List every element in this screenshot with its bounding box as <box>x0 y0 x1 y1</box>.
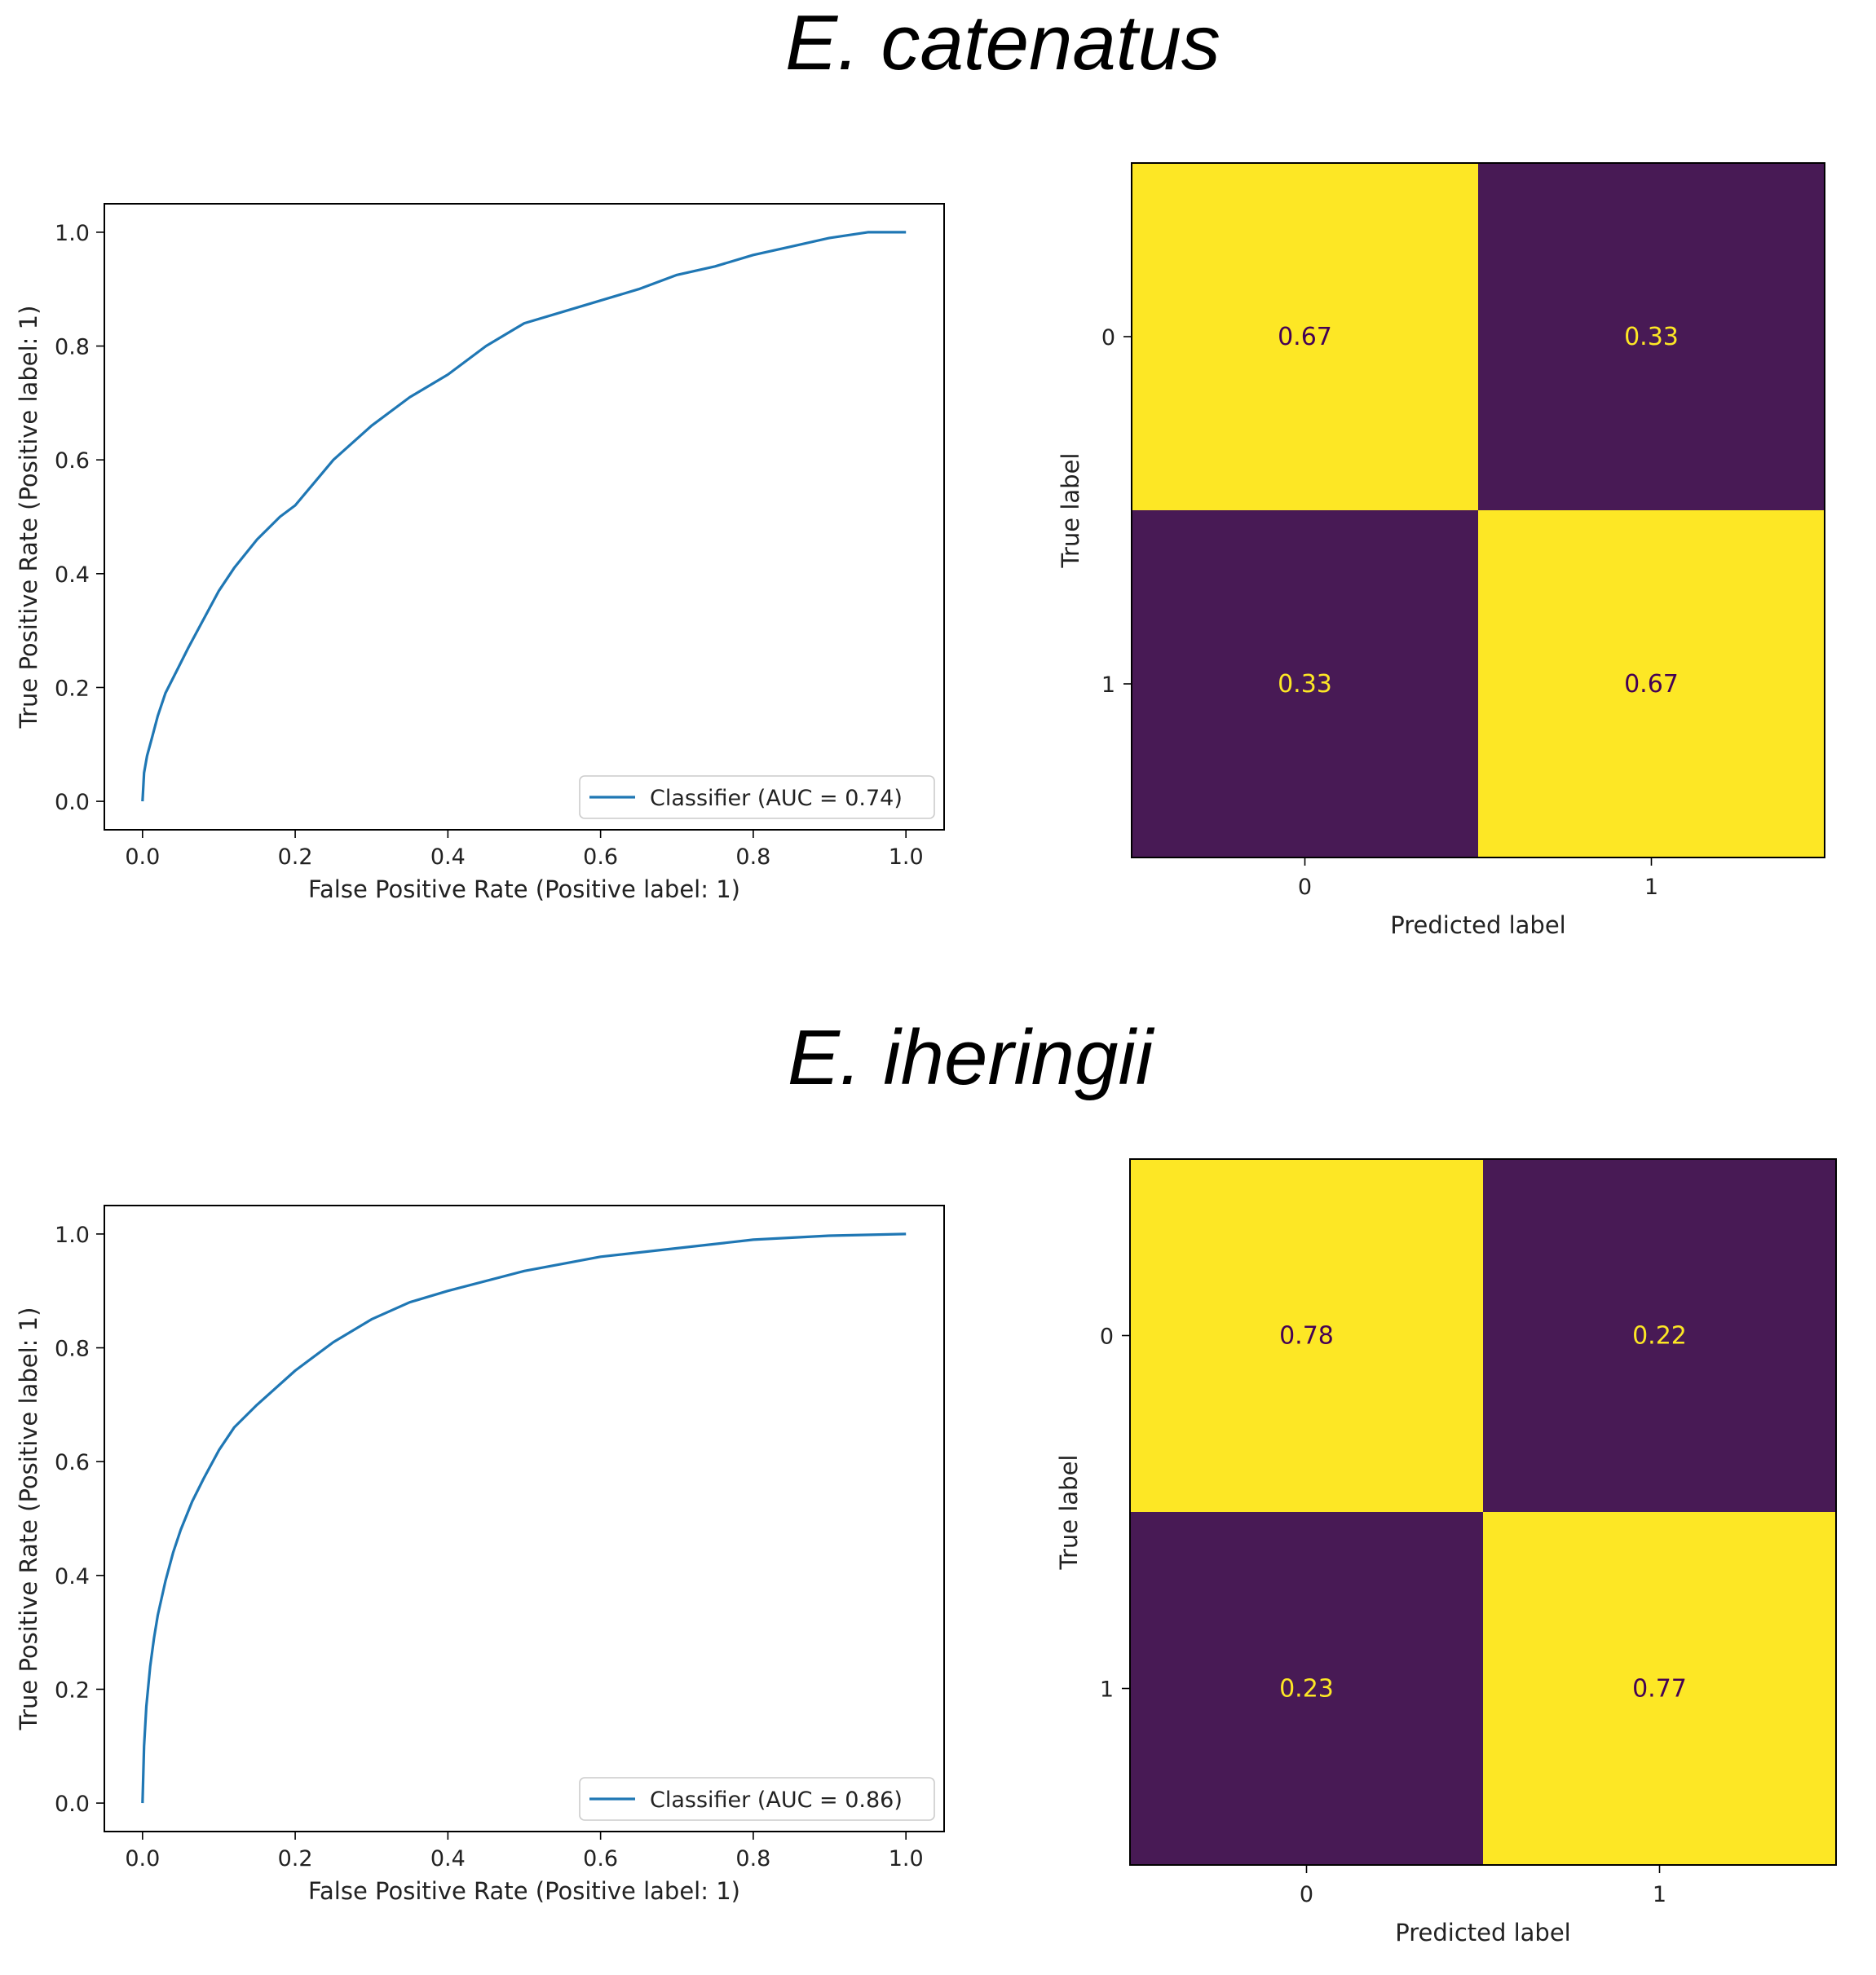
matrix-cell-value: 0.78 <box>1279 1322 1334 1351</box>
matrix-cell-value: 0.22 <box>1632 1322 1687 1351</box>
matrix-cell <box>1478 163 1825 510</box>
y-tick-label: 0 <box>1101 325 1115 350</box>
matrix-cell-value: 0.67 <box>1278 323 1332 351</box>
matrix-cell-value: 0.33 <box>1278 670 1332 699</box>
matrix-cell-value: 0.33 <box>1624 323 1679 351</box>
y-tick-label: 0.0 <box>55 790 90 815</box>
x-tick-label: 0.8 <box>735 1846 770 1871</box>
matrix-cell <box>1132 510 1478 857</box>
x-tick-label: 1.0 <box>889 1846 924 1871</box>
x-tick-label: 1.0 <box>889 844 924 870</box>
x-axis-label: False Positive Rate (Positive label: 1) <box>308 1877 740 1905</box>
matrix-cell <box>1483 1159 1836 1512</box>
roc-chart: 0.0 0.2 0.4 0.6 0.8 1.0 0.0 0.2 0.4 0.6 0.8 1.0 Fals… <box>15 203 945 903</box>
y-tick-label: 0.2 <box>55 676 90 701</box>
y-tick-label: 1 <box>1100 1677 1114 1703</box>
y-axis-label: True label <box>1055 1455 1083 1571</box>
roc-curve-line <box>141 1232 907 1804</box>
x-tick-label: 0 <box>1298 875 1312 900</box>
x-tick-label: 0 <box>1300 1882 1313 1907</box>
y-tick-label: 0.6 <box>55 448 90 474</box>
y-tick-label: 1.0 <box>55 1223 90 1248</box>
x-tick-label: 0.6 <box>583 844 618 870</box>
roc-curve-line <box>141 231 907 802</box>
y-tick-label: 0.8 <box>55 335 90 360</box>
matrix-cell <box>1478 510 1825 857</box>
y-tick-label: 0.4 <box>55 562 90 588</box>
y-tick-label: 0.6 <box>55 1450 90 1475</box>
legend-entry: Classifier (AUC = 0.74) <box>650 786 903 811</box>
x-tick-label: 1 <box>1644 875 1658 900</box>
roc-chart: 0.0 0.2 0.4 0.6 0.8 1.0 0.0 0.2 0.4 0.6 0.8 1.0 Fals… <box>15 1205 945 1905</box>
x-axis-label: Predicted label <box>1390 911 1566 939</box>
matrix-cell <box>1132 163 1478 510</box>
y-tick-label: 1.0 <box>55 221 90 246</box>
x-axis-label: False Positive Rate (Positive label: 1) <box>308 875 740 903</box>
x-tick-label: 0.0 <box>125 1846 160 1871</box>
confusion-matrix: 0.67 0.33 0.33 0.67 0 1 0 1 Predicted label True … <box>1057 162 1825 939</box>
panel-title: E. iheringii <box>788 1014 1155 1101</box>
roc-plot-frame <box>104 1205 945 1832</box>
y-tick-label: 1 <box>1101 672 1115 698</box>
roc-legend: Classifier (AUC = 0.86) <box>579 1777 935 1821</box>
roc-plot-frame <box>104 203 945 831</box>
confusion-matrix: 0.78 0.22 0.23 0.77 0 1 0 1 Predicted label True … <box>1055 1158 1837 1946</box>
matrix-frame <box>1129 1158 1837 1866</box>
x-tick-label: 0.0 <box>125 844 160 870</box>
y-tick-label: 0.8 <box>55 1337 90 1362</box>
legend-box <box>579 1777 935 1821</box>
matrix-frame <box>1131 162 1825 858</box>
y-tick-label: 0.0 <box>55 1792 90 1817</box>
x-tick-label: 0.4 <box>430 1846 466 1871</box>
panel-title: E. catenatus <box>785 0 1221 86</box>
matrix-cell-value: 0.67 <box>1624 670 1679 699</box>
y-axis-label: True Positive Rate (Positive label: 1) <box>15 306 42 730</box>
matrix-cell <box>1130 1159 1483 1512</box>
y-tick-label: 0.2 <box>55 1677 90 1703</box>
x-tick-label: 0.6 <box>583 1846 618 1871</box>
x-tick-label: 0.4 <box>430 844 466 870</box>
matrix-cell <box>1483 1512 1836 1865</box>
x-tick-label: 0.2 <box>278 844 313 870</box>
y-axis-label: True label <box>1057 453 1084 569</box>
matrix-cell-value: 0.77 <box>1632 1675 1687 1704</box>
legend-entry: Classifier (AUC = 0.86) <box>650 1788 903 1813</box>
legend-box <box>579 775 935 819</box>
y-tick-label: 0 <box>1100 1325 1114 1350</box>
x-tick-label: 0.2 <box>278 1846 313 1871</box>
y-axis-label: True Positive Rate (Positive label: 1) <box>15 1307 42 1731</box>
roc-legend: Classifier (AUC = 0.74) <box>579 775 935 819</box>
matrix-cell-value: 0.23 <box>1279 1675 1334 1704</box>
x-tick-label: 1 <box>1653 1882 1666 1907</box>
x-tick-label: 0.8 <box>735 844 770 870</box>
x-axis-label: Predicted label <box>1395 1919 1571 1946</box>
y-tick-label: 0.4 <box>55 1564 90 1589</box>
matrix-cell <box>1130 1512 1483 1865</box>
